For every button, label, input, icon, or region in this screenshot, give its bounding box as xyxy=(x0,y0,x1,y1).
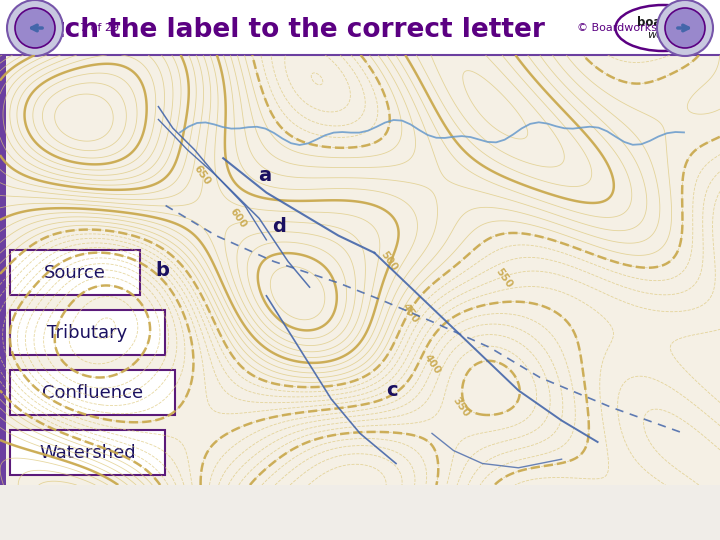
Text: board: board xyxy=(636,16,675,29)
Text: 650: 650 xyxy=(192,164,212,187)
Bar xyxy=(10,250,140,295)
Text: 450: 450 xyxy=(400,301,420,325)
Text: © Boardworks Ltd 2005: © Boardworks Ltd 2005 xyxy=(577,23,710,33)
Circle shape xyxy=(657,0,713,56)
Bar xyxy=(10,310,165,355)
Bar xyxy=(10,370,175,415)
Text: works: works xyxy=(647,30,680,40)
Text: 600: 600 xyxy=(228,207,248,230)
Text: 550: 550 xyxy=(494,267,514,291)
Text: 7 of 29: 7 of 29 xyxy=(80,23,119,33)
Text: b: b xyxy=(155,260,169,280)
Bar xyxy=(10,430,165,475)
Text: ...: ... xyxy=(676,36,684,44)
Text: 350: 350 xyxy=(451,396,471,420)
Text: c: c xyxy=(387,381,398,400)
Ellipse shape xyxy=(616,5,711,51)
Text: a: a xyxy=(258,166,271,185)
Text: d: d xyxy=(272,218,287,237)
Bar xyxy=(0,0,720,55)
Bar xyxy=(0,0,720,55)
Bar xyxy=(0,55,6,485)
Text: Match the label to the correct letter: Match the label to the correct letter xyxy=(8,17,545,43)
Circle shape xyxy=(665,8,705,48)
Text: Tributary: Tributary xyxy=(48,323,127,341)
Text: 500: 500 xyxy=(379,249,399,273)
Circle shape xyxy=(15,8,55,48)
Text: Source: Source xyxy=(44,264,106,281)
Text: 400: 400 xyxy=(422,353,442,376)
Text: Watershed: Watershed xyxy=(39,443,136,462)
Circle shape xyxy=(7,0,63,56)
Text: Confluence: Confluence xyxy=(42,383,143,402)
